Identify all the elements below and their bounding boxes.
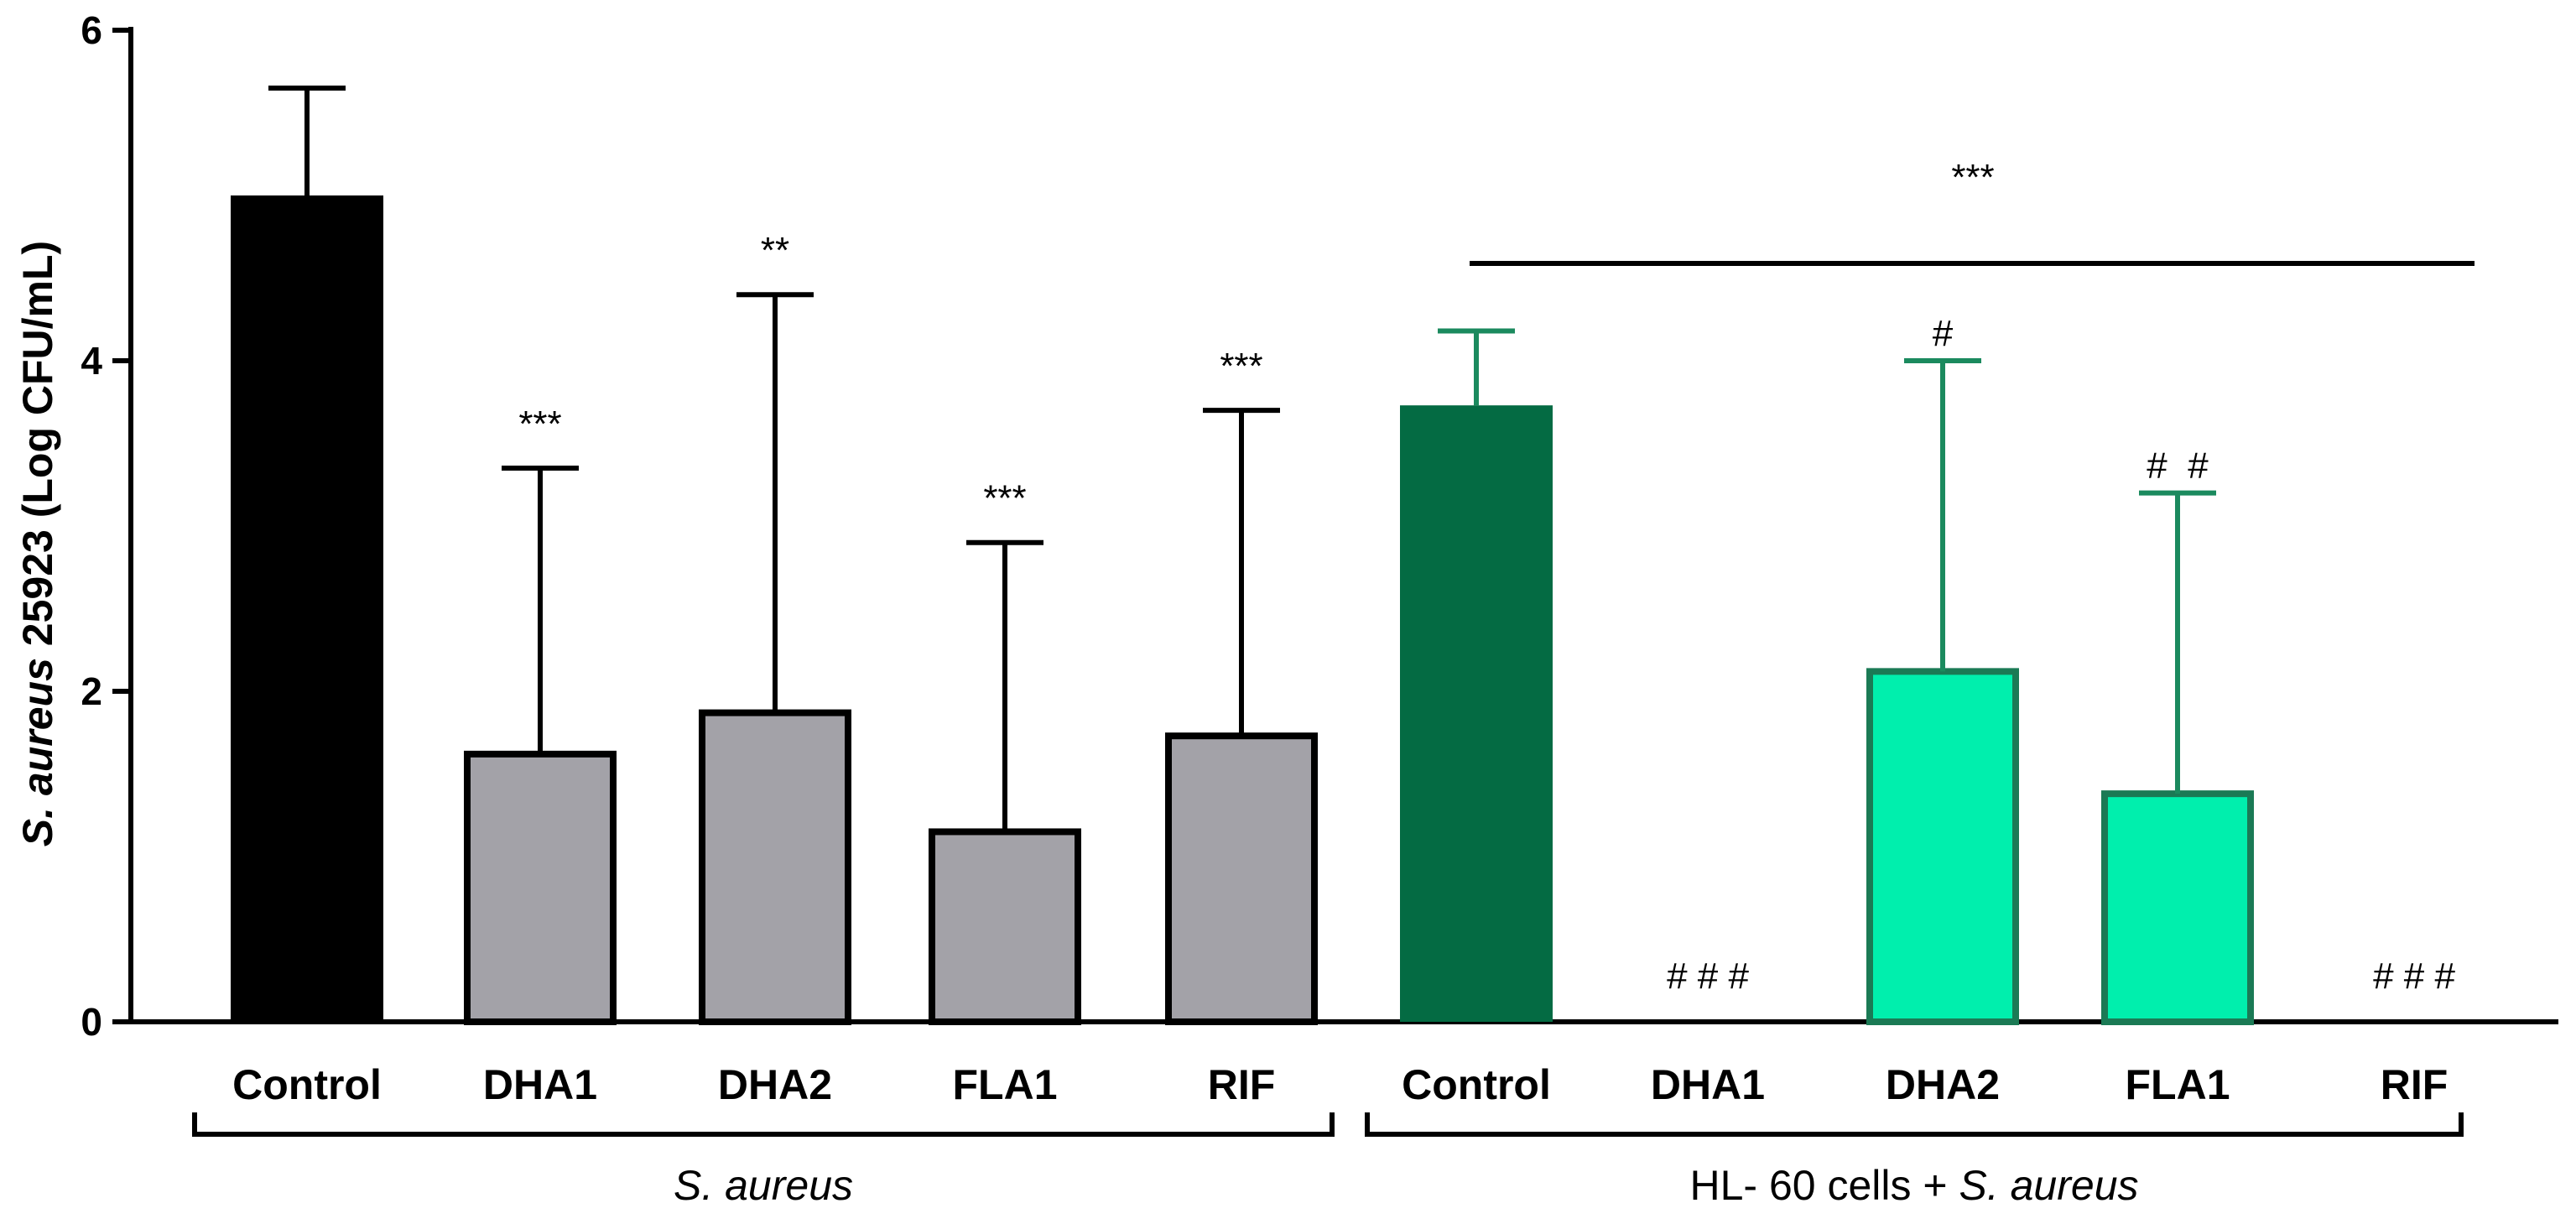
category-label: DHA2	[718, 1061, 832, 1108]
bar	[929, 828, 1081, 1026]
y-tick-label: 2	[81, 669, 102, 713]
category-label: DHA2	[1886, 1061, 2000, 1108]
y-tick-label: 0	[81, 1000, 102, 1044]
category-label: RIF	[1208, 1061, 1276, 1108]
bar	[699, 709, 851, 1025]
y-tick-label: 4	[81, 339, 102, 383]
category-label: DHA1	[1651, 1061, 1765, 1108]
significance-label: ***	[518, 404, 561, 445]
bar	[1866, 668, 2019, 1025]
significance-annotations: ***********# # ### ## # #***	[518, 157, 2475, 997]
group-bracket	[192, 1112, 1335, 1137]
group-label-prefix: HL- 60 cells +	[1690, 1162, 1959, 1209]
group-label: HL- 60 cells + S. aureus	[1690, 1162, 2139, 1209]
x-axis-labels: Control DHA1 DHA2 FLA1 RIF Control DHA1 DHA2 FLA…	[232, 1061, 2448, 1108]
category-label: Control	[232, 1061, 382, 1108]
category-label: FLA1	[953, 1061, 1058, 1108]
category-label: FLA1	[2126, 1061, 2230, 1108]
y-tick-label: 6	[81, 8, 102, 52]
bar	[464, 750, 617, 1025]
y-axis-label: S. aureus 25923 (Log CFU/mL)	[14, 241, 61, 846]
category-label: RIF	[2381, 1061, 2449, 1108]
significance-label: # # #	[1667, 956, 1749, 997]
significance-label: ***	[983, 478, 1026, 519]
significance-label: #	[1933, 313, 1954, 354]
significance-label: # #	[2147, 445, 2209, 487]
group-bracket	[1365, 1112, 2464, 1137]
group-brackets: S. aureus HL- 60 cells + S. aureus	[192, 1112, 2464, 1209]
significance-label: ***	[1220, 346, 1262, 387]
group-label-italic: S. aureus	[674, 1162, 853, 1209]
y-axis-label-rest: 25923 (Log CFU/mL)	[14, 241, 61, 658]
category-label: Control	[1402, 1061, 1551, 1108]
bar	[231, 195, 383, 1022]
bar	[1400, 405, 1553, 1022]
group-label: S. aureus	[674, 1162, 853, 1209]
bar	[1165, 732, 1318, 1025]
category-label: DHA1	[483, 1061, 597, 1108]
significance-bracket-label: ***	[1951, 157, 1994, 198]
significance-label: **	[761, 230, 789, 271]
bars	[231, 195, 2254, 1026]
y-axis-label-italic: S. aureus	[14, 658, 61, 846]
group-label-italic: S. aureus	[1959, 1162, 2138, 1209]
bar	[2101, 790, 2254, 1025]
error-bars	[268, 85, 2216, 832]
significance-label: # # #	[2373, 956, 2455, 997]
